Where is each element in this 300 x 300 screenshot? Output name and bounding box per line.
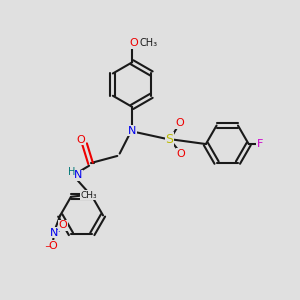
Text: N: N — [50, 228, 58, 238]
Text: O: O — [129, 38, 138, 48]
Text: CH₃: CH₃ — [80, 191, 97, 200]
Text: O: O — [175, 118, 184, 128]
Text: O: O — [58, 220, 67, 230]
Text: N: N — [128, 126, 136, 136]
Text: CH₃: CH₃ — [140, 38, 158, 48]
Text: N: N — [74, 170, 82, 180]
Text: O: O — [48, 241, 57, 251]
Text: −: − — [44, 242, 51, 251]
Text: +: + — [55, 225, 61, 234]
Text: O: O — [77, 135, 85, 145]
Text: F: F — [257, 139, 263, 149]
Text: O: O — [176, 149, 185, 159]
Text: H: H — [68, 167, 75, 177]
Text: S: S — [165, 133, 173, 146]
